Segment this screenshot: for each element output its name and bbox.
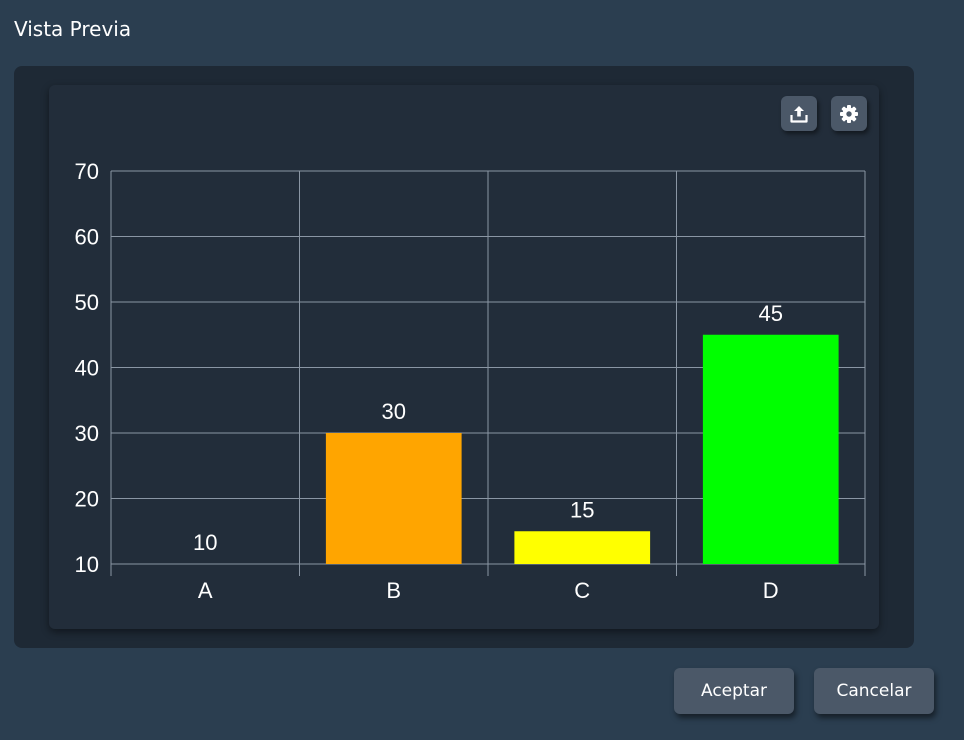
y-tick-label: 10: [75, 552, 99, 577]
y-tick-label: 50: [75, 290, 99, 315]
window-title: Vista Previa: [14, 17, 132, 41]
y-tick-label: 30: [75, 421, 99, 446]
data-label: 30: [382, 399, 406, 424]
bar-d: [702, 334, 839, 564]
data-label: 45: [759, 301, 783, 326]
data-label: 15: [570, 497, 594, 522]
settings-button[interactable]: [831, 96, 867, 131]
export-icon: [790, 105, 808, 123]
gear-icon: [840, 104, 858, 123]
x-tick-label: D: [763, 578, 779, 603]
x-tick-label: B: [386, 578, 401, 603]
y-tick-label: 20: [75, 487, 99, 512]
y-tick-label: 70: [75, 159, 99, 184]
bar-c: [514, 531, 651, 564]
bar-b: [325, 433, 462, 564]
y-tick-label: 60: [75, 225, 99, 250]
export-button[interactable]: [781, 96, 817, 131]
y-tick-label: 40: [75, 356, 99, 381]
accept-button[interactable]: Aceptar: [674, 668, 794, 714]
data-label: 10: [193, 530, 217, 555]
x-tick-label: A: [198, 578, 213, 603]
x-tick-label: C: [574, 578, 590, 603]
cancel-button[interactable]: Cancelar: [814, 668, 934, 714]
